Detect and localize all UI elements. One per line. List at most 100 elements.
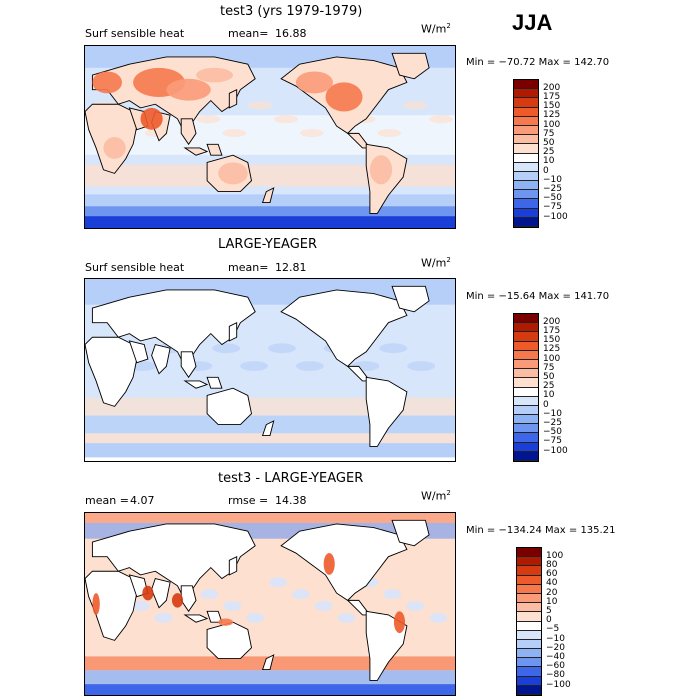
colorbar-swatch bbox=[514, 415, 538, 425]
landmass bbox=[228, 88, 238, 109]
panel-1-unit: W/m2 bbox=[421, 22, 451, 36]
colorbar-swatch bbox=[514, 369, 538, 379]
map-field bbox=[85, 46, 455, 228]
antarctic-coast bbox=[85, 691, 455, 695]
colorbar-swatch bbox=[514, 405, 538, 416]
colorbar-swatch bbox=[514, 116, 538, 126]
colorbar-tick-label: −5 bbox=[546, 624, 560, 635]
panel-2-map bbox=[84, 278, 456, 462]
colorbar-swatch bbox=[517, 649, 541, 659]
colorbar-tick-label: 100 bbox=[546, 550, 564, 561]
colorbar-tick-label: 75 bbox=[543, 128, 555, 139]
colorbar-tick-label: 20 bbox=[546, 587, 558, 598]
panel-1-title: test3 (yrs 1979-1979) bbox=[220, 4, 363, 19]
colorbar-tick-label: −20 bbox=[546, 642, 565, 653]
panel-1-mean-value: 16.88 bbox=[275, 27, 307, 40]
colorbar-tick-label: 200 bbox=[543, 316, 561, 327]
colorbar-swatch bbox=[514, 451, 538, 461]
colorbar-tick-label: 10 bbox=[543, 390, 555, 401]
colorbar-tick-label: 200 bbox=[543, 82, 561, 93]
landmass bbox=[206, 621, 253, 660]
colorbar-swatches bbox=[516, 547, 542, 696]
colorbar-swatch bbox=[514, 424, 538, 434]
colorbar-tick-label: 150 bbox=[543, 101, 561, 112]
colorbar-swatch bbox=[514, 135, 538, 145]
panel-1-variable: Surf sensible heat bbox=[85, 27, 185, 40]
colorbar-tick-label: −80 bbox=[546, 670, 565, 681]
landmass bbox=[91, 523, 256, 602]
landmass bbox=[91, 289, 256, 368]
landmass bbox=[280, 523, 408, 601]
antarctic-coast bbox=[85, 457, 455, 461]
colorbar-tick-label: 10 bbox=[546, 596, 558, 607]
colorbar-tick-label: −75 bbox=[543, 202, 562, 213]
colorbar-swatch bbox=[514, 89, 538, 99]
colorbar-tick-label: 125 bbox=[543, 110, 561, 121]
colorbar-swatch bbox=[514, 171, 538, 182]
colorbar-tick-label: 25 bbox=[543, 147, 555, 158]
colorbar-swatch bbox=[514, 314, 538, 324]
colorbar-swatch bbox=[514, 396, 538, 406]
colorbar-swatch bbox=[514, 378, 538, 388]
colorbar-swatch bbox=[514, 153, 538, 163]
colorbar-tick-label: −60 bbox=[546, 661, 565, 672]
panel-3-map bbox=[84, 512, 456, 696]
colorbar-swatch bbox=[517, 557, 541, 567]
colorbar-swatch bbox=[514, 387, 538, 397]
colorbar-swatch bbox=[517, 621, 541, 631]
landmass bbox=[151, 343, 171, 375]
panel-3-rmse-value: 14.38 bbox=[275, 494, 307, 507]
landmass bbox=[391, 285, 430, 313]
colorbar-tick-label: −50 bbox=[543, 193, 562, 204]
panel-3-mean-label: mean = bbox=[85, 494, 129, 507]
colorbar-tick-label: 25 bbox=[543, 381, 555, 392]
colorbar-tick-label: −40 bbox=[546, 651, 565, 662]
antarctic-coast bbox=[85, 224, 455, 228]
panel-2-title: LARGE-YEAGER bbox=[218, 237, 318, 252]
colorbar-swatch bbox=[514, 107, 538, 117]
colorbar-swatch bbox=[514, 199, 538, 209]
colorbar-swatches bbox=[513, 79, 539, 228]
panel-1-mean-label: mean= bbox=[228, 27, 269, 40]
panel-1-minmax: Min = −70.72 Max = 142.70 bbox=[466, 57, 610, 68]
colorbar-swatch bbox=[514, 323, 538, 333]
colorbar-tick-label: 10 bbox=[543, 156, 555, 167]
colorbar-swatch bbox=[517, 639, 541, 650]
landmass bbox=[151, 577, 171, 609]
colorbar-tick-label: 175 bbox=[543, 91, 561, 102]
colorbar-swatch bbox=[514, 98, 538, 108]
landmass bbox=[183, 614, 209, 623]
colorbar-tick-label: −100 bbox=[546, 679, 571, 690]
colorbar-swatch bbox=[517, 612, 541, 622]
landmass bbox=[183, 380, 209, 389]
panel-3-rmse-label: rmse = bbox=[228, 494, 269, 507]
panel-3-unit: W/m2 bbox=[421, 489, 451, 503]
colorbar-tick-label: 125 bbox=[543, 344, 561, 355]
colorbar-tick-label: 75 bbox=[543, 362, 555, 373]
colorbar-tick-label: 5 bbox=[546, 605, 552, 616]
panel-2-minmax: Min = −15.64 Max = 141.70 bbox=[466, 291, 610, 302]
colorbar-tick-label: −100 bbox=[543, 211, 568, 222]
colorbar-swatch bbox=[514, 350, 538, 360]
colorbar-tick-label: 50 bbox=[543, 137, 555, 148]
colorbar-swatch bbox=[514, 217, 538, 227]
map-field bbox=[85, 513, 455, 695]
colorbar-tick-label: −25 bbox=[543, 183, 562, 194]
colorbar-tick-label: 80 bbox=[546, 559, 558, 570]
landmass bbox=[261, 420, 275, 436]
panel-2-mean-value: 12.81 bbox=[275, 261, 307, 274]
colorbar-swatches bbox=[513, 313, 539, 462]
season-label: JJA bbox=[512, 10, 553, 35]
panel-3-minmax: Min = −134.24 Max = 135.21 bbox=[466, 525, 616, 536]
landmass bbox=[180, 118, 197, 146]
colorbar-tick-label: −50 bbox=[543, 427, 562, 438]
landmass bbox=[228, 555, 238, 576]
landmass bbox=[391, 519, 430, 547]
colorbar-swatch bbox=[514, 125, 538, 136]
panel-2-unit: W/m2 bbox=[421, 256, 451, 270]
colorbar-swatch bbox=[517, 603, 541, 613]
landmass bbox=[180, 351, 197, 379]
colorbar-swatch bbox=[514, 442, 538, 452]
colorbar-swatch bbox=[517, 548, 541, 558]
colorbar-swatch bbox=[514, 181, 538, 191]
